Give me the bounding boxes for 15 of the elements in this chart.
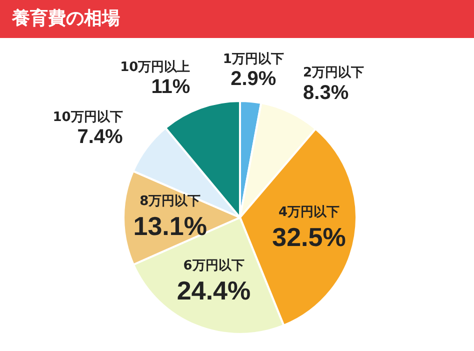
slice-label: 10万円以下 xyxy=(52,110,123,125)
data-label: 32.5% xyxy=(272,222,346,252)
slice-label: 4万円以下 xyxy=(278,205,340,220)
slice-label: 6万円以下 xyxy=(183,258,244,274)
data-label: 2.9% xyxy=(230,68,276,90)
slice-label: 8万円以下 xyxy=(140,194,201,210)
slice-label: 1万円以下 xyxy=(222,52,284,67)
data-label: 8.3% xyxy=(303,82,349,104)
chart-title: 養育費の相場 xyxy=(0,0,474,38)
data-label: 24.4% xyxy=(176,275,251,306)
data-label: 13.1% xyxy=(133,210,207,241)
slice-label: 2万円以下 xyxy=(303,66,364,81)
data-label: 7.4% xyxy=(77,126,124,148)
slice-label: 10万円以上 xyxy=(120,60,190,76)
data-label: 11% xyxy=(151,76,190,98)
